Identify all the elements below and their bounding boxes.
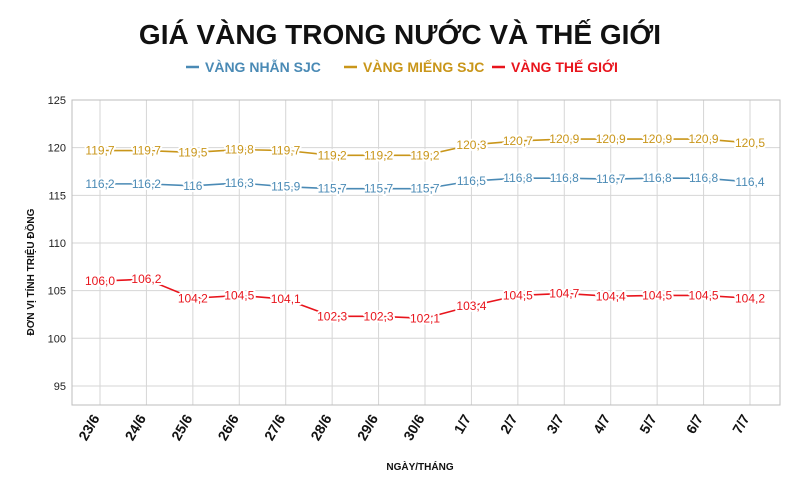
series-line [100,177,751,190]
data-label: 102,3 [364,309,394,323]
data-label: 119,7 [271,144,300,158]
legend-item: VÀNG NHẪN SJC [205,59,321,75]
data-label: 116,8 [550,171,579,185]
x-tick-label: 25/6 [168,411,196,443]
data-label: 120,3 [456,138,486,152]
series-2: 106,0 106,2 104,2 104,5 104,1 102,3 102,3 102,1… [83,270,767,327]
x-tick-label: 7/7 [729,411,753,436]
x-tick-label: 4/7 [590,411,614,436]
data-label: 116,8 [643,171,672,185]
data-label: 119,5 [178,145,207,159]
y-tick-label: 115 [48,190,66,202]
data-label: 120,9 [549,132,579,146]
series-line [100,138,751,157]
data-label: 116,2 [132,177,161,191]
x-tick-label: 28/6 [307,411,335,443]
data-label: 102,1 [410,311,440,325]
data-label: 104,7 [549,286,579,300]
data-label: 119,2 [410,148,439,162]
data-label: 116,8 [689,171,718,185]
y-axis-label: ĐƠN VỊ TÍNH TRIỆU ĐỒNG [24,208,37,335]
y-tick-label: 110 [48,238,66,250]
legend: VÀNG NHẪN SJC VÀNG MIẾNG SJC VÀNG THẾ GIỚI [186,58,618,75]
data-label: 104,2 [178,291,208,305]
series-line [99,278,751,320]
x-tick-label: 27/6 [261,411,289,443]
data-label: 102,3 [317,309,347,323]
data-label: 120,9 [689,132,719,146]
data-label: 119,7 [85,144,114,158]
data-label: 104,2 [735,291,765,305]
data-label: 115,7 [364,182,393,196]
legend-item: VÀNG THẾ GIỚI [511,58,618,75]
data-label: 116,4 [735,175,764,189]
data-label: 106,2 [131,272,161,286]
data-label: 104,5 [503,288,533,302]
x-tick-label: 6/7 [683,411,707,436]
y-tick-label: 120 [48,143,66,155]
x-tick-label: 3/7 [543,411,567,436]
data-label: 116,7 [596,172,625,186]
x-tick-label: 5/7 [636,411,660,436]
data-label: 116 [183,179,202,193]
data-label: 116,8 [503,171,532,185]
x-tick-label: 1/7 [450,411,474,436]
y-tick-label: 105 [48,286,66,298]
y-tick-label: 100 [48,333,66,345]
data-label: 115,9 [271,180,300,194]
data-label: 104,5 [224,288,254,302]
data-label: 115,7 [410,182,439,196]
data-label: 120,7 [503,134,533,148]
x-tick-label: 30/6 [400,411,428,443]
data-label: 106,0 [85,274,115,288]
series-group: 116,2 116,2 116 116,3 115,9 115,7 115,7 115,7 11… [83,130,767,327]
series-1: 119,7 119,7 119,5 119,8 119,7 119,2 119,2 119,2… [83,130,767,164]
x-tick-label: 29/6 [354,411,382,443]
x-tick-label: 23/6 [75,411,103,443]
data-label: 120,5 [735,136,765,150]
data-label: 120,9 [642,132,672,146]
plot-border [71,99,781,406]
data-label: 116,2 [85,177,114,191]
data-label: 104,4 [596,289,626,303]
x-tick-label: 24/6 [122,411,150,443]
data-label: 104,5 [689,288,719,302]
data-label: 120,9 [596,132,626,146]
data-label: 104,1 [271,292,301,306]
x-axis-ticks: 23/6 24/6 25/6 26/6 27/6 28/6 29/6 30/6 1/7 2/7 3/… [75,411,753,443]
data-label: 119,2 [318,148,347,162]
x-tick-label: 26/6 [214,411,242,443]
y-tick-label: 125 [48,95,66,107]
data-label: 116,3 [225,176,254,190]
data-label: 103,4 [456,299,486,313]
x-axis-label: NGÀY/THÁNG [386,460,453,473]
data-label: 116,5 [457,174,486,188]
data-label: 119,7 [132,144,161,158]
legend-item: VÀNG MIẾNG SJC [363,59,484,75]
data-label: 104,5 [642,288,672,302]
series-0: 116,2 116,2 116 116,3 115,9 115,7 115,7 115,7 11… [83,169,766,197]
data-label: 115,7 [318,182,347,196]
y-axis-ticks: 95 100 105 110 115 120 125 [48,95,66,393]
data-label: 119,2 [364,148,393,162]
chart-title: GIÁ VÀNG TRONG NƯỚC VÀ THẾ GIỚI [139,19,661,50]
y-tick-label: 95 [54,381,66,393]
data-label: 119,8 [225,143,254,157]
x-tick-label: 2/7 [497,411,521,436]
